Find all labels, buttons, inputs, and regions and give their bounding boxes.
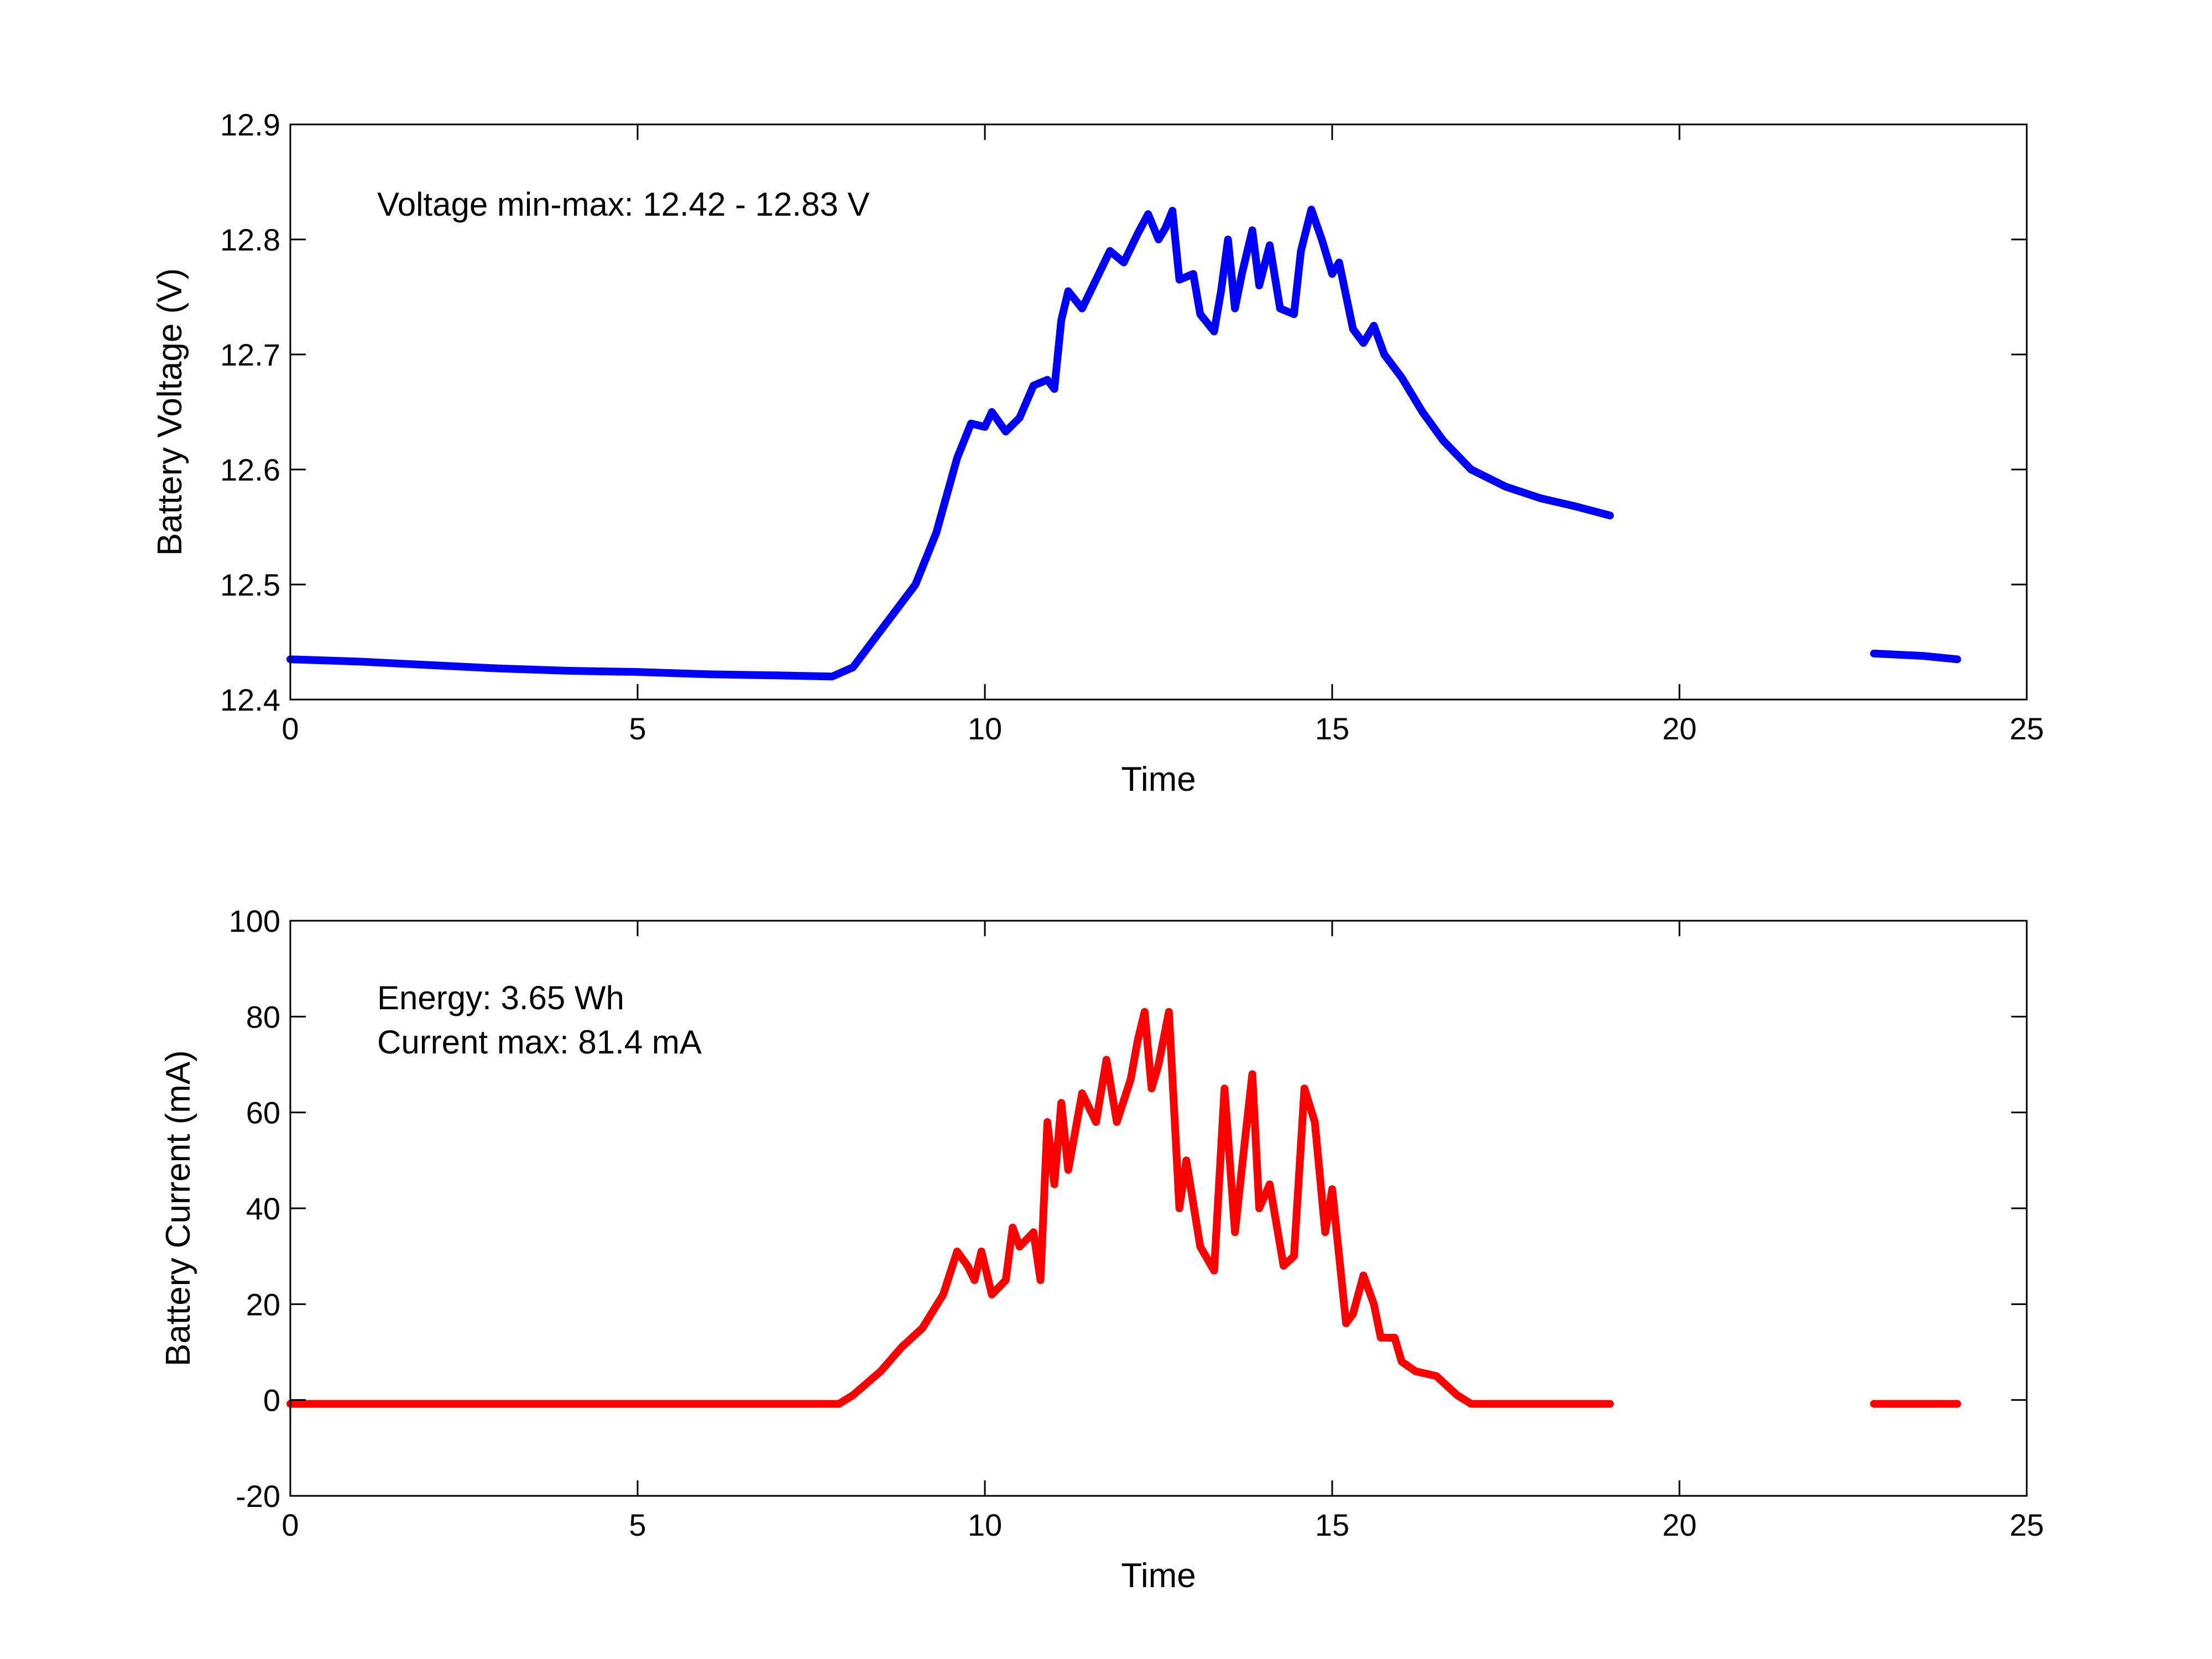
y-tick-label: 12.8	[220, 222, 280, 257]
x-tick-label: 5	[629, 1507, 646, 1542]
x-tick-label: 0	[281, 1507, 299, 1542]
x-tick-label: 15	[1315, 1507, 1349, 1542]
voltage-annotation: Voltage min-max: 12.42 - 12.83 V	[377, 186, 870, 223]
y-tick-label: 12.5	[220, 567, 280, 602]
current-series-group	[286, 1008, 1961, 1408]
y-tick-label: 100	[229, 904, 280, 938]
x-tick-label: 25	[2010, 711, 2044, 746]
current-max-annotation: Current max: 81.4 mA	[377, 1024, 702, 1061]
x-tick-label: 15	[1315, 711, 1349, 746]
x-tick-label: 10	[968, 711, 1002, 746]
y-tick-label: 12.6	[220, 452, 280, 487]
y-tick-label: 0	[263, 1383, 280, 1418]
x-tick-label: 0	[281, 711, 299, 746]
y-tick-label: 12.4	[220, 682, 280, 717]
current-x-axis-title: Time	[1121, 1557, 1196, 1595]
x-tick-label: 20	[1662, 1507, 1697, 1542]
y-tick-label: 80	[246, 999, 280, 1034]
current-series-line-segment-1	[286, 1008, 1614, 1408]
voltage-series-line-segment-1	[286, 205, 1614, 681]
voltage-ticks: 0 5 10 15 20 25 12.4 12.5 12.6 12.7 12.8 12.9	[220, 107, 2044, 746]
y-tick-label: 40	[246, 1191, 280, 1226]
y-tick-label: 60	[246, 1095, 280, 1130]
energy-annotation: Energy: 3.65 Wh	[377, 979, 624, 1016]
current-y-axis-title: Battery Current (mA)	[159, 1050, 197, 1366]
voltage-series-line-segment-2	[1870, 649, 1961, 664]
x-tick-label: 10	[968, 1507, 1002, 1542]
voltage-plot-frame	[289, 123, 2028, 701]
voltage-x-axis-title: Time	[1121, 760, 1196, 799]
y-tick-label: 20	[246, 1287, 280, 1322]
x-tick-label: 20	[1662, 711, 1697, 746]
y-tick-label: -20	[236, 1479, 280, 1514]
y-tick-label: 12.7	[220, 337, 280, 372]
y-tick-label: 12.9	[220, 107, 280, 142]
voltage-series-group	[286, 205, 1961, 681]
x-tick-label: 5	[629, 711, 646, 746]
x-tick-label: 25	[2010, 1507, 2044, 1542]
voltage-y-axis-title: Battery Voltage (V)	[151, 268, 189, 556]
